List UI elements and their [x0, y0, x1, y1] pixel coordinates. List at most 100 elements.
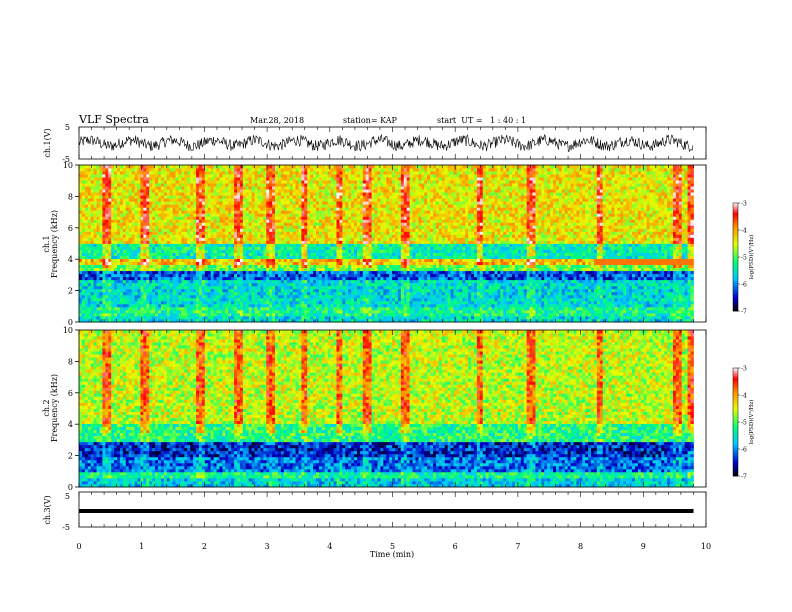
spectrogram-cell	[90, 294, 95, 299]
spectrogram-cell	[79, 261, 83, 266]
spectrogram-cell	[143, 183, 147, 187]
spectrogram-cell	[158, 294, 162, 299]
spectrogram-cell	[198, 234, 203, 238]
spectrogram-cell	[242, 207, 247, 211]
spectrogram-cell	[277, 219, 282, 223]
spectrogram-cell	[292, 240, 296, 244]
spectrogram-cell	[324, 231, 329, 235]
spectrogram-cell	[251, 294, 255, 299]
spectrogram-cell	[178, 213, 182, 217]
spectrogram-cell	[310, 294, 314, 299]
spectrogram-cell	[172, 288, 176, 293]
spectrogram-cell	[146, 171, 150, 175]
spectrogram-cell	[158, 243, 162, 247]
spectrogram-cell	[225, 237, 229, 241]
spectrogram-cell	[354, 198, 358, 202]
spectrogram-cell	[266, 198, 270, 202]
spectrogram-cell	[125, 171, 130, 175]
spectrogram-cell	[304, 306, 308, 311]
spectrogram-cell	[90, 312, 95, 317]
spectrogram-cell	[163, 225, 168, 229]
spectrogram-cell	[122, 261, 127, 266]
spectrogram-cell	[102, 267, 106, 272]
spectrogram-cell	[286, 183, 291, 187]
spectrogram-cell	[193, 294, 197, 299]
spectrogram-cell	[260, 192, 264, 196]
spectrogram-cell	[286, 285, 291, 290]
spectrogram-cell	[327, 207, 332, 211]
spectrogram-cell	[295, 222, 299, 226]
spectrogram-cell	[234, 201, 238, 205]
spectrogram-cell	[79, 234, 83, 238]
spectrogram-cell	[108, 273, 112, 278]
spectrogram-cell	[318, 273, 323, 278]
spectrogram-cell	[266, 312, 270, 317]
spectrogram-cell	[304, 240, 308, 244]
spectrogram-cell	[190, 219, 194, 223]
spectrogram-cell	[324, 216, 329, 220]
spectrogram-cell	[242, 276, 247, 281]
spectrogram-cell	[351, 270, 355, 275]
spectrogram-cell	[175, 219, 179, 223]
spectrogram-cell	[263, 261, 267, 266]
spectrogram-cell	[219, 249, 223, 253]
spectrogram-cell	[269, 174, 273, 178]
spectrogram-cell	[321, 189, 326, 193]
spectrogram-cell	[307, 267, 311, 272]
spectrogram-cell	[160, 294, 165, 299]
spectrogram-cell	[169, 231, 174, 235]
spectrogram-cell	[96, 279, 100, 284]
spectrogram-cell	[152, 186, 156, 190]
spectrogram-cell	[222, 168, 226, 172]
spectrogram-cell	[342, 267, 346, 272]
spectrogram-cell	[313, 219, 317, 223]
spectrogram-cell	[163, 300, 168, 305]
spectrogram-cell	[158, 198, 162, 202]
spectrogram-cell	[102, 231, 106, 235]
spectrogram-cell	[79, 216, 83, 220]
spectrogram-cell	[351, 222, 355, 226]
spectrogram-cell	[310, 183, 314, 187]
spectrogram-cell	[298, 291, 302, 296]
spectrogram-cell	[225, 306, 229, 311]
spectrogram-cell	[111, 246, 115, 250]
spectrogram-cell	[318, 192, 323, 196]
spectrogram-cell	[318, 168, 323, 172]
spectrogram-cell	[310, 264, 314, 269]
spectrogram-cell	[345, 177, 349, 181]
spectrogram-cell	[219, 192, 223, 196]
spectrogram-cell	[216, 306, 220, 311]
spectrogram-cell	[169, 216, 174, 220]
spectrogram-cell	[336, 303, 340, 308]
spectrogram-cell	[137, 273, 141, 278]
spectrogram-cell	[251, 312, 255, 317]
spectrogram-cell	[90, 180, 95, 184]
spectrogram-cell	[131, 237, 135, 241]
spectrogram-cell	[81, 309, 86, 314]
spectrogram-cell	[204, 198, 209, 202]
spectrogram-cell	[245, 318, 250, 323]
spectrogram-cell	[289, 210, 293, 214]
spectrogram-cell	[198, 252, 203, 256]
spectrogram-cell	[356, 309, 361, 314]
spectrogram-cell	[318, 264, 323, 269]
spectrogram-cell	[301, 291, 305, 296]
spectrogram-cell	[307, 270, 311, 275]
spectrogram-cell	[146, 264, 150, 269]
spectrogram-cell	[105, 240, 109, 244]
spectrogram-cell	[336, 267, 340, 272]
spectrogram-cell	[163, 285, 168, 290]
spectrogram-cell	[339, 315, 343, 320]
spectrogram-cell	[169, 273, 174, 278]
spectrogram-cell	[210, 273, 214, 278]
spectrogram-cell	[87, 243, 92, 247]
spectrogram-cell	[152, 198, 156, 202]
spectrogram-cell	[222, 219, 226, 223]
spectrogram-cell	[196, 267, 200, 272]
spectrogram-cell	[237, 309, 241, 314]
spectrogram-cell	[204, 204, 209, 208]
spectrogram-cell	[304, 273, 308, 278]
spectrogram-cell	[225, 249, 229, 253]
spectrogram-cell	[330, 234, 334, 238]
spectrogram-cell	[336, 165, 340, 169]
